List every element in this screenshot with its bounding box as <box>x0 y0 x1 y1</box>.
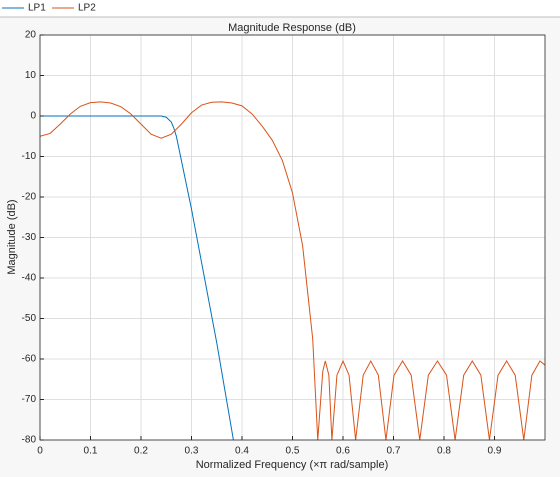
legend-label: LP2 <box>78 3 96 14</box>
y-tick-label: -40 <box>22 273 37 284</box>
y-tick-label: -70 <box>22 394 37 405</box>
y-tick-label: -80 <box>22 435 37 446</box>
series-line <box>40 101 545 440</box>
legend-bar <box>0 0 560 17</box>
y-axis-label: Magnitude (dB) <box>6 199 18 274</box>
x-tick-label: 0.4 <box>235 446 249 457</box>
y-tick-label: -10 <box>22 151 37 162</box>
y-tick-label: 10 <box>25 70 37 81</box>
x-tick-label: 0.8 <box>437 446 451 457</box>
chart-title: Magnitude Response (dB) <box>228 22 356 34</box>
x-tick-label: 0.3 <box>185 446 199 457</box>
y-tick-label: -50 <box>22 313 37 324</box>
x-tick-label: 0 <box>37 446 43 457</box>
y-tick-label: 20 <box>25 30 37 41</box>
x-tick-label: 0.6 <box>336 446 350 457</box>
y-tick-label: -20 <box>22 192 37 203</box>
legend-label: LP1 <box>28 3 46 14</box>
y-tick-label: 0 <box>30 111 36 122</box>
x-tick-label: 0.9 <box>488 446 502 457</box>
x-tick-label: 0.7 <box>387 446 401 457</box>
x-tick-label: 0.2 <box>134 446 148 457</box>
x-tick-label: 0.1 <box>84 446 98 457</box>
y-tick-label: -30 <box>22 232 37 243</box>
series-line <box>40 115 234 440</box>
x-tick-label: 0.5 <box>286 446 300 457</box>
y-tick-label: -60 <box>22 354 37 365</box>
x-axis-label: Normalized Frequency (×π rad/sample) <box>196 459 389 471</box>
